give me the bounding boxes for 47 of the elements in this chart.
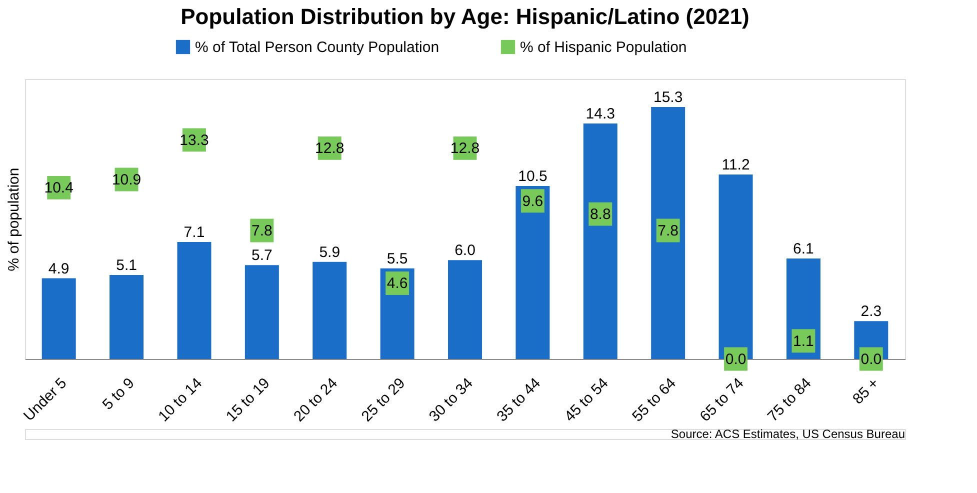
bar: [42, 278, 76, 359]
source-note: Source: ACS Estimates, US Census Bureau: [670, 427, 905, 441]
x-tick-label: 20 to 24: [290, 374, 341, 426]
chart-title: Population Distribution by Age: Hispanic/Latino (2021): [180, 4, 750, 29]
y-axis-title: % of population: [6, 168, 22, 272]
data-label: 8.8: [590, 206, 611, 224]
x-tick-label: 30 to 34: [426, 374, 476, 426]
data-label: 1.1: [793, 332, 814, 350]
data-label: 7.8: [658, 222, 679, 240]
x-tick-label: 10 to 14: [155, 374, 206, 426]
x-tick-label: 55 to 64: [629, 374, 680, 426]
x-tick-label: 15 to 19: [222, 374, 274, 426]
data-label: 7.1: [184, 224, 205, 242]
x-tick-label: 75 to 84: [764, 374, 815, 426]
bar: [110, 275, 144, 359]
bar: [651, 107, 686, 359]
data-label: 15.3: [653, 89, 683, 106]
data-label: 4.9: [48, 260, 70, 278]
bar: [583, 123, 618, 359]
data-label: 0.0: [725, 351, 746, 368]
bar: [448, 260, 482, 359]
data-label: 7.8: [251, 222, 272, 240]
data-label: 0.0: [860, 351, 882, 368]
legend-label: % of Hispanic Population: [520, 39, 687, 56]
data-label: 2.3: [860, 303, 882, 320]
bar: [244, 265, 279, 359]
bar: [516, 186, 550, 359]
x-tick-label: 85 +: [850, 374, 883, 408]
data-label: 5.5: [386, 250, 408, 268]
data-label: 5.1: [116, 257, 137, 274]
x-tick-label: 65 to 74: [696, 374, 748, 426]
data-label: 5.7: [251, 247, 272, 264]
x-tick-label: 25 to 29: [358, 374, 409, 426]
x-tick-label: 35 to 44: [494, 374, 544, 426]
data-label: 4.6: [386, 275, 408, 292]
data-label: 9.6: [522, 192, 544, 210]
data-label: 11.2: [722, 156, 750, 174]
x-tick-label: 5 to 9: [99, 374, 138, 414]
data-label: 6.1: [793, 240, 814, 258]
bar: [177, 242, 212, 359]
data-label: 6.0: [454, 242, 476, 260]
bar: [312, 262, 347, 359]
data-label: 14.3: [586, 105, 615, 122]
legend-label: % of Total Person County Population: [195, 39, 440, 56]
data-label: 5.9: [319, 244, 340, 261]
data-label: 10.5: [518, 168, 548, 186]
x-tick-label: 45 to 54: [561, 374, 612, 426]
